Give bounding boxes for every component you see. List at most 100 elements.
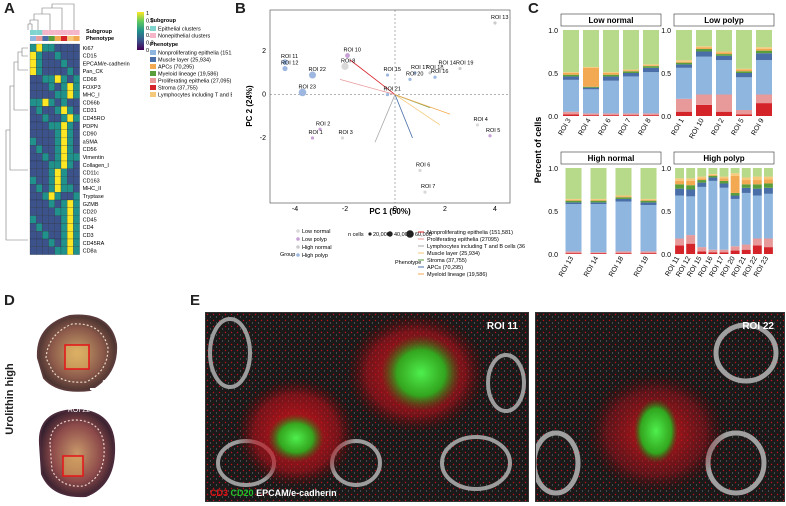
heatmap-row-label: GZMB [83, 202, 99, 208]
heatmap-cell [36, 199, 43, 208]
heatmap-row-label: CD56 [83, 147, 97, 153]
heatmap-cell [67, 207, 74, 216]
bar-segment [764, 247, 773, 254]
phenotype-cell [67, 36, 74, 41]
heatmap-cell [73, 121, 80, 130]
bar-segment [603, 76, 619, 81]
heatmap-cell [36, 184, 43, 193]
bar-segment [565, 251, 582, 254]
bar-segment [716, 30, 732, 52]
bar-segment [583, 66, 599, 68]
heatmap-cell [36, 82, 43, 91]
bar-segment [623, 71, 639, 73]
heatmap-cell [29, 114, 37, 123]
bar-category-label: ROI 10 [689, 117, 706, 140]
heatmap-cell [48, 121, 55, 130]
heatmap-cell [67, 59, 74, 68]
bar-category-label: ROI 8 [638, 117, 653, 136]
heatmap-cell [60, 90, 68, 99]
group-legend-title: Group [280, 252, 295, 258]
bar-segment [716, 51, 732, 53]
bar-segment [752, 245, 762, 254]
bar-segment [736, 69, 752, 72]
bar-segment [708, 249, 718, 253]
panel-label-d: D [4, 292, 15, 309]
facet-title: Low normal [589, 16, 634, 25]
heatmap-cell [67, 82, 74, 91]
heatmap-row-label: CD163 [83, 178, 100, 184]
bar-segment [708, 174, 718, 176]
phenotype-legend-title: Phenotype [150, 42, 178, 48]
ncells-legend-title: n cells [348, 232, 364, 238]
bar-segment [640, 199, 657, 201]
phenotype-arrow-label: Myeloid lineage (19,586) [427, 272, 487, 278]
heatmap-cell [73, 215, 80, 224]
pca-y-tick: -2 [260, 135, 266, 142]
panel-label-b: B [235, 0, 246, 17]
pca-y-axis-title: PC 2 (24%) [245, 85, 254, 127]
heatmap-cell [60, 231, 68, 240]
phenotype-legend-label: Stroma (37,755) [158, 86, 198, 92]
heatmap-cell [67, 75, 74, 84]
heatmap-cell [36, 43, 43, 52]
bar-segment [676, 111, 692, 116]
bar-segment [741, 187, 751, 193]
heatmap-cell [60, 199, 68, 208]
bar-segment [697, 176, 707, 179]
bar-y-tick: 0.0 [548, 114, 558, 121]
bar-segment [696, 48, 712, 52]
heatmap-cell [67, 43, 74, 52]
bar-segment [708, 180, 718, 250]
heatmap-cell [48, 59, 55, 68]
heatmap-cell [42, 207, 49, 216]
pca-point [408, 77, 412, 81]
heatmap-cell [67, 223, 74, 232]
heatmap-cell [29, 75, 37, 84]
bar-segment [583, 30, 599, 67]
heatmap-row-label: CD90 [83, 132, 97, 138]
heatmap-cell [67, 106, 74, 115]
bar-segment [730, 168, 740, 174]
pca-point-label: ROI 4 [474, 117, 488, 123]
bar-segment [730, 175, 740, 193]
color-scale-tick: 0.4 [146, 33, 154, 39]
bar-segment [603, 113, 619, 116]
ncells-legend-label: 20,000 [373, 232, 390, 238]
bar-segment [643, 67, 659, 73]
heatmap-cell [29, 153, 37, 162]
heatmap-cell [73, 199, 80, 208]
pca-point-label: ROI 8 [341, 58, 355, 64]
phenotype-swatch [150, 57, 156, 62]
heatmap-cell [36, 114, 43, 123]
bar-segment [675, 180, 684, 185]
pca-point [423, 190, 427, 194]
heatmap-cell [67, 129, 74, 138]
thumb2-roi-label: ROI 22 [67, 407, 90, 414]
heatmap-cell [67, 246, 74, 255]
bar-segment [716, 60, 732, 95]
heatmap-cell [48, 106, 55, 115]
bar-segment [615, 253, 632, 254]
bar-segment [676, 98, 692, 112]
pca-point-label: ROI 22 [309, 67, 326, 73]
heatmap-cell [42, 98, 49, 107]
phenotype-swatch [150, 64, 156, 69]
bar-segment [697, 182, 707, 187]
facet-header [560, 151, 662, 165]
bar-segment [590, 198, 607, 200]
pca-point [433, 75, 437, 79]
heatmap-row-label: CD45 [83, 217, 97, 223]
phenotype-cell [36, 36, 43, 41]
heatmap-cell [42, 137, 49, 146]
bar-segment [603, 72, 619, 73]
heatmap-cell [29, 43, 37, 52]
heatmap-cell [48, 160, 55, 169]
heatmap-cell [60, 82, 68, 91]
ncells-legend: 20,000 40,000 60,000 [368, 230, 432, 238]
subgroup-cell [67, 30, 74, 35]
heatmap-cell [48, 67, 55, 76]
group-legend-marker [296, 237, 300, 241]
